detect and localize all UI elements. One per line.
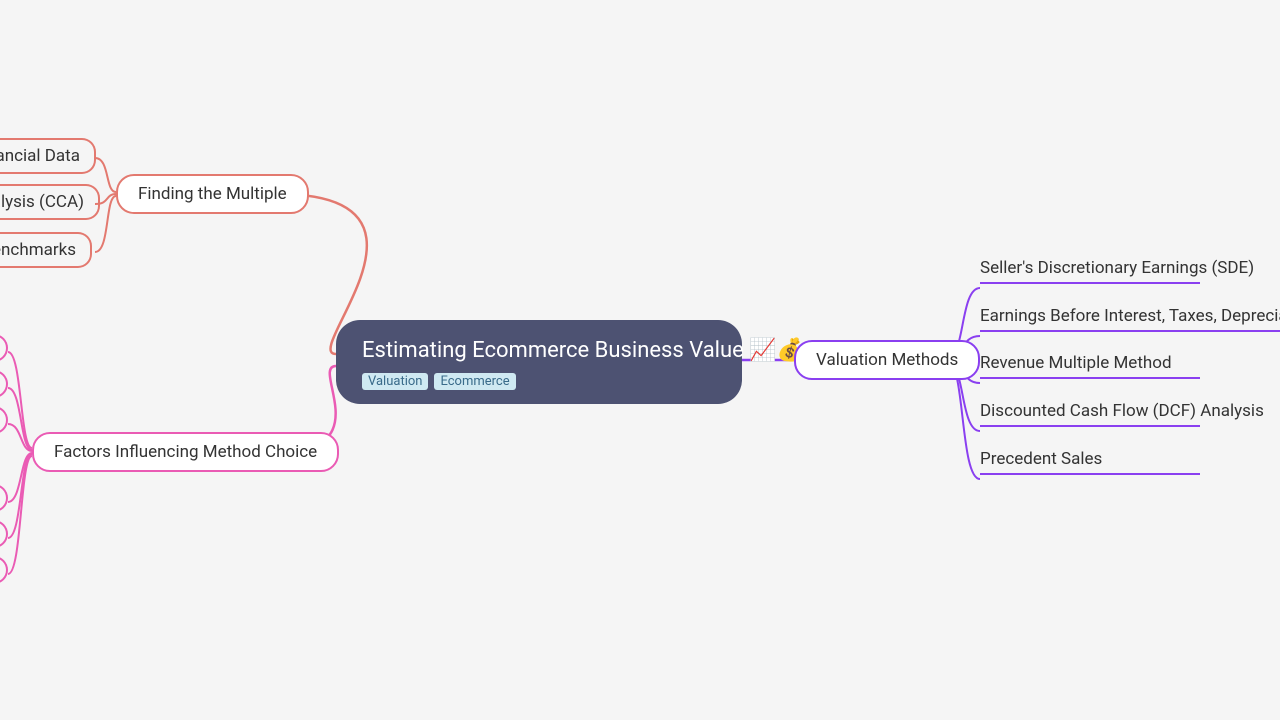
leaf-sde[interactable]: Seller's Discretionary Earnings (SDE) [980,258,1200,284]
leaf-factor-5[interactable] [0,520,8,548]
leaf-factor-3[interactable] [0,406,8,434]
leaf-cca[interactable]: Analysis (CCA) [0,184,100,220]
branch-factors[interactable]: Factors Influencing Method Choice [32,432,339,472]
tag-ecommerce[interactable]: Ecommerce [434,373,515,390]
leaf-financial-data[interactable]: Financial Data [0,138,96,174]
center-node[interactable]: Estimating Ecommerce Business Value 📈💰 V… [336,320,742,404]
branch-label: Finding the Multiple [138,184,287,204]
branch-label: Valuation Methods [816,350,958,370]
leaf-ebitda[interactable]: Earnings Before Interest, Taxes, Depreci… [980,306,1280,332]
leaf-revenue-multiple[interactable]: Revenue Multiple Method [980,353,1200,379]
center-tags: Valuation Ecommerce [362,373,716,390]
leaf-benchmarks[interactable]: & Benchmarks [0,232,92,268]
leaf-factor-1[interactable] [0,334,8,362]
branch-finding-multiple[interactable]: Finding the Multiple [116,174,309,214]
leaf-factor-6[interactable] [0,556,8,584]
branch-label: Factors Influencing Method Choice [54,442,317,462]
leaf-factor-2[interactable] [0,370,8,398]
leaf-precedent-sales[interactable]: Precedent Sales [980,449,1200,475]
tag-valuation[interactable]: Valuation [362,373,428,390]
leaf-factor-4[interactable] [0,484,8,512]
leaf-dcf[interactable]: Discounted Cash Flow (DCF) Analysis [980,401,1200,427]
branch-valuation-methods[interactable]: Valuation Methods [794,340,980,380]
center-title: Estimating Ecommerce Business Value 📈💰 [362,338,716,363]
